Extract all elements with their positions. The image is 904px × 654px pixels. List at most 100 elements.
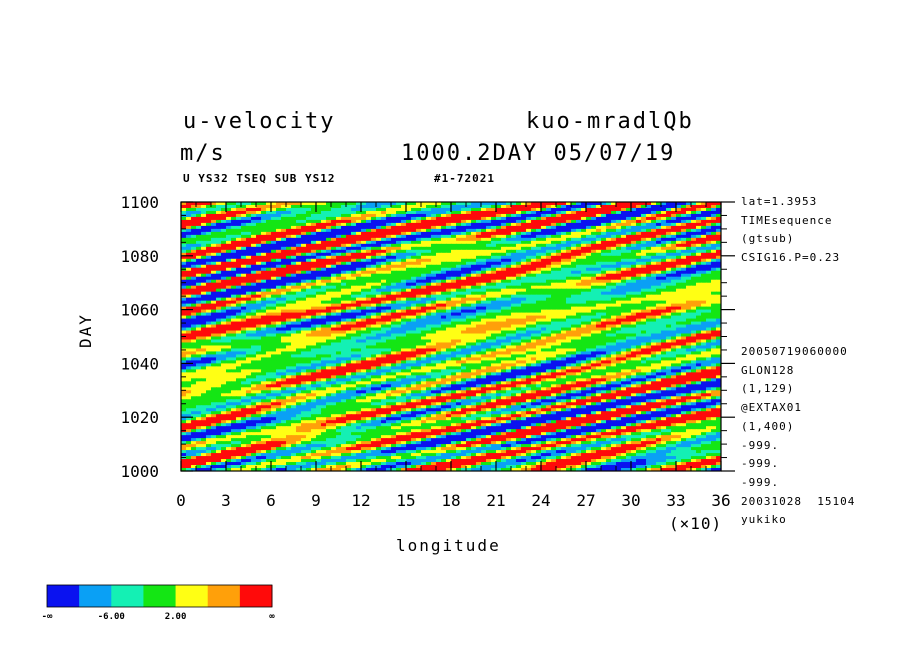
heatmap-cell xyxy=(511,300,517,305)
heatmap-cell xyxy=(296,258,302,263)
heatmap-cell xyxy=(471,216,477,221)
heatmap-cell xyxy=(536,312,542,317)
heatmap-cell xyxy=(191,273,197,278)
heatmap-cell xyxy=(206,324,212,329)
heatmap-cell xyxy=(221,202,227,206)
heatmap-cell xyxy=(511,330,517,335)
heatmap-cell xyxy=(481,267,487,272)
heatmap-cell xyxy=(186,276,192,281)
heatmap-cell xyxy=(511,309,517,314)
heatmap-cell xyxy=(351,202,357,206)
heatmap-cell xyxy=(621,204,627,209)
heatmap-cell xyxy=(701,219,707,224)
heatmap-cell xyxy=(586,306,592,311)
heatmap-cell xyxy=(511,243,517,248)
heatmap-cell xyxy=(606,231,612,236)
heatmap-cell xyxy=(541,294,547,299)
heatmap-cell xyxy=(336,309,342,314)
heatmap-cell xyxy=(566,219,572,224)
heatmap-cell xyxy=(386,237,392,242)
heatmap-cell xyxy=(376,321,382,326)
heatmap-cell xyxy=(396,261,402,266)
heatmap-cell xyxy=(531,282,537,287)
heatmap-cell xyxy=(201,264,207,269)
heatmap-cell xyxy=(386,228,392,233)
heatmap-cell xyxy=(561,312,567,317)
heatmap-cell xyxy=(376,315,382,320)
heatmap-cell xyxy=(431,261,437,266)
heatmap-cell xyxy=(491,300,497,305)
heatmap-cell xyxy=(501,246,507,251)
heatmap-cell xyxy=(261,273,267,278)
heatmap-cell xyxy=(481,336,487,341)
heatmap-cell xyxy=(601,324,607,329)
heatmap-cell xyxy=(626,204,632,209)
heatmap-cell xyxy=(701,321,707,326)
heatmap-cell xyxy=(706,303,712,308)
heatmap-cell xyxy=(181,282,187,287)
heatmap-cell xyxy=(241,255,247,260)
heatmap-cell xyxy=(561,309,567,314)
heatmap-cell xyxy=(596,255,602,260)
heatmap-cell xyxy=(436,318,442,323)
heatmap-cell xyxy=(266,303,272,308)
heatmap-cell xyxy=(451,270,457,275)
heatmap-cell xyxy=(266,309,272,314)
heatmap-cell xyxy=(346,294,352,299)
heatmap-cell xyxy=(501,225,507,230)
heatmap-cell xyxy=(366,303,372,308)
heatmap-cell xyxy=(426,288,432,293)
heatmap-cell xyxy=(331,231,337,236)
heatmap-cell xyxy=(686,315,692,320)
heatmap-cell xyxy=(566,228,572,233)
heatmap-cell xyxy=(586,324,592,329)
heatmap-cell xyxy=(326,327,332,332)
heatmap-cell xyxy=(596,234,602,239)
heatmap-cell xyxy=(261,330,267,335)
heatmap-cell xyxy=(286,252,292,257)
heatmap-cell xyxy=(201,246,207,251)
heatmap-cell xyxy=(261,261,267,266)
heatmap-cell xyxy=(316,300,322,305)
heatmap-cell xyxy=(571,270,577,275)
heatmap-cell xyxy=(391,288,397,293)
heatmap-cell xyxy=(401,312,407,317)
heatmap-cell xyxy=(301,333,307,338)
heatmap-cell xyxy=(361,249,367,254)
heatmap-cell xyxy=(591,273,597,278)
heatmap-cell xyxy=(511,202,517,206)
heatmap-cell xyxy=(406,219,412,224)
heatmap-cell xyxy=(666,336,672,341)
heatmap-cell xyxy=(711,202,717,206)
heatmap-cell xyxy=(446,249,452,254)
heatmap-cell xyxy=(626,261,632,266)
heatmap-cell xyxy=(676,234,682,239)
heatmap-cell xyxy=(381,282,387,287)
heatmap-cell xyxy=(251,270,257,275)
heatmap-cell xyxy=(181,339,187,344)
heatmap-cell xyxy=(356,330,362,335)
heatmap-cell xyxy=(406,249,412,254)
heatmap-cell xyxy=(336,240,342,245)
heatmap-cell xyxy=(571,291,577,296)
heatmap-cell xyxy=(446,336,452,341)
heatmap-cell xyxy=(611,321,617,326)
heatmap-cell xyxy=(501,252,507,257)
heatmap-cell xyxy=(241,318,247,323)
heatmap-cell xyxy=(381,237,387,242)
heatmap-cell xyxy=(461,234,467,239)
heatmap-cell xyxy=(271,234,277,239)
heatmap-cell xyxy=(686,225,692,230)
heatmap-cell xyxy=(481,279,487,284)
heatmap-cell xyxy=(236,237,242,242)
heatmap-cell xyxy=(466,273,472,278)
heatmap-cell xyxy=(186,240,192,245)
heatmap-cell xyxy=(241,336,247,341)
heatmap-cell xyxy=(541,249,547,254)
heatmap-cell xyxy=(686,252,692,257)
heatmap-cell xyxy=(706,243,712,248)
heatmap-cell xyxy=(611,216,617,221)
heatmap-cell xyxy=(481,231,487,236)
heatmap-cell xyxy=(551,202,557,206)
heatmap-cell xyxy=(486,234,492,239)
